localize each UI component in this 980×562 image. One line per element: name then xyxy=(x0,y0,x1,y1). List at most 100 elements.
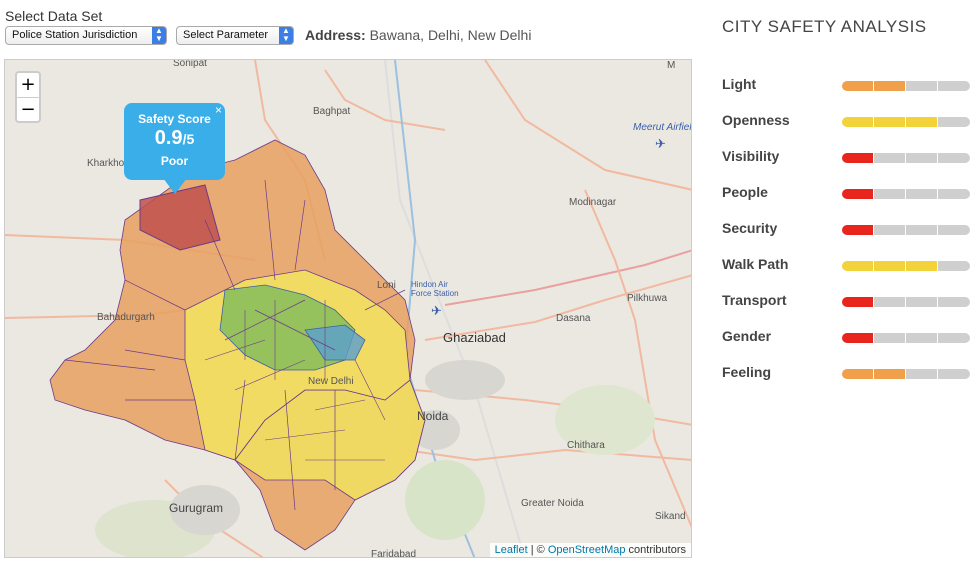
chevron-updown-icon: ▲ ▼ xyxy=(152,27,166,44)
metric-row: Light xyxy=(722,76,972,96)
metric-bar-segment xyxy=(874,225,905,235)
place-label: M xyxy=(667,60,676,71)
place-label: Ghaziabad xyxy=(443,330,506,345)
attribution-separator: | © xyxy=(527,544,548,556)
metric-bar xyxy=(842,225,970,235)
metric-name: People xyxy=(722,184,768,200)
popup-title: Safety Score xyxy=(138,112,211,126)
metric-name: Light xyxy=(722,76,757,92)
metric-bar-segment xyxy=(906,333,937,343)
close-icon[interactable]: × xyxy=(214,103,222,117)
metric-bar-segment xyxy=(842,117,873,127)
metric-name: Feeling xyxy=(722,364,772,380)
metric-bar-segment xyxy=(938,117,970,127)
metric-bar-segment xyxy=(842,369,873,379)
metric-bar xyxy=(842,117,970,127)
dataset-select-value: Police Station Jurisdiction xyxy=(12,29,138,41)
metric-bar-segment xyxy=(938,333,970,343)
metric-row: Security xyxy=(722,220,972,240)
parameter-select[interactable]: Select Parameter ▲ ▼ xyxy=(176,26,294,45)
map-view[interactable]: ✈ ✈ Sonipat Baghpat Kharkhoda Meerut Air… xyxy=(4,59,692,558)
metric-bar-segment xyxy=(842,81,873,91)
place-label: Hindon Air Force Station xyxy=(411,280,459,298)
metric-row: People xyxy=(722,184,972,204)
metric-name: Gender xyxy=(722,328,772,344)
metric-bar-segment xyxy=(938,225,970,235)
place-label: Greater Noida xyxy=(521,498,584,509)
place-label: Faridabad xyxy=(371,549,417,558)
place-label: New Delhi xyxy=(308,376,354,387)
svg-text:✈: ✈ xyxy=(655,137,666,152)
left-pane: Select Data Set Police Station Jurisdict… xyxy=(4,8,692,558)
metric-row: Visibility xyxy=(722,148,972,168)
safety-panel: CITY SAFETY ANALYSIS Light Openness Visibi… xyxy=(700,0,980,562)
zoom-in-button[interactable]: + xyxy=(20,74,36,95)
metric-bar-segment xyxy=(842,225,873,235)
metric-name: Visibility xyxy=(722,148,780,164)
metric-bar-segment xyxy=(874,117,905,127)
metric-bar xyxy=(842,369,970,379)
score-denominator: /5 xyxy=(182,131,195,147)
place-label: Loni xyxy=(377,280,396,291)
metric-bar-segment xyxy=(842,189,873,199)
metric-bar-segment xyxy=(874,153,905,163)
metric-bar-segment xyxy=(938,153,970,163)
place-label: Baghpat xyxy=(313,106,351,117)
metric-bar-segment xyxy=(938,297,970,307)
metric-bar xyxy=(842,297,970,307)
metric-bar-segment xyxy=(874,369,905,379)
popup-grade: Poor xyxy=(160,154,189,168)
metric-bar-segment xyxy=(874,261,905,271)
metric-bar-segment xyxy=(906,189,937,199)
metric-name: Transport xyxy=(722,292,787,308)
metric-bar-segment xyxy=(874,333,905,343)
metric-bar xyxy=(842,333,970,343)
safety-score-popup: × Safety Score 0.9/5 Poor xyxy=(124,103,225,180)
metric-row: Transport xyxy=(722,292,972,312)
metric-bar-segment xyxy=(906,225,937,235)
place-label: Dasana xyxy=(556,313,591,324)
leaflet-link[interactable]: Leaflet xyxy=(494,544,528,556)
metric-bar-segment xyxy=(906,297,937,307)
metric-bar-segment xyxy=(906,153,937,163)
metric-bar-segment xyxy=(842,333,873,343)
popup-tail xyxy=(163,178,187,194)
metric-bar-segment xyxy=(874,297,905,307)
panel-title: CITY SAFETY ANALYSIS xyxy=(722,17,927,36)
osm-link[interactable]: OpenStreetMap xyxy=(547,544,626,556)
metric-bar xyxy=(842,189,970,199)
metric-row: Openness xyxy=(722,112,972,132)
metric-name: Security xyxy=(722,220,778,236)
map-attribution: Leaflet | © OpenStreetMap contributors xyxy=(489,543,691,557)
metric-row: Gender xyxy=(722,328,972,348)
metric-bar-segment xyxy=(938,189,970,199)
place-label: Modinagar xyxy=(569,197,617,208)
place-label: Meerut Airfield xyxy=(633,122,692,133)
metric-bar-segment xyxy=(842,297,873,307)
metric-row: Walk Path xyxy=(722,256,972,276)
popup-score: 0.9/5 xyxy=(124,127,225,150)
metric-bar-segment xyxy=(874,189,905,199)
metric-bar-segment xyxy=(906,369,937,379)
metric-bar-segment xyxy=(842,261,873,271)
chevron-updown-icon: ▲ ▼ xyxy=(279,27,293,44)
metric-bar-segment xyxy=(938,369,970,379)
metric-bar xyxy=(842,153,970,163)
address-value: Bawana, Delhi, New Delhi xyxy=(369,27,532,43)
metric-bar-segment xyxy=(906,81,937,91)
map-canvas[interactable]: ✈ ✈ xyxy=(5,60,692,558)
zoom-out-button[interactable]: − xyxy=(17,97,39,121)
place-label: Chithara xyxy=(567,440,605,451)
metric-bar-segment xyxy=(938,261,970,271)
metric-bar-segment xyxy=(842,153,873,163)
parameter-select-value: Select Parameter xyxy=(183,29,268,41)
metric-bar xyxy=(842,81,970,91)
metric-bar-segment xyxy=(906,117,937,127)
place-label: Gurugram xyxy=(169,501,224,515)
address: Address: Bawana, Delhi, New Delhi xyxy=(305,27,531,43)
dataset-select[interactable]: Police Station Jurisdiction ▲ ▼ xyxy=(5,26,167,45)
place-label: Pilkhuwa xyxy=(627,293,668,304)
place-label: Bahadurgarh xyxy=(97,312,155,323)
metric-bar-segment xyxy=(938,81,970,91)
metric-name: Openness xyxy=(722,112,790,128)
